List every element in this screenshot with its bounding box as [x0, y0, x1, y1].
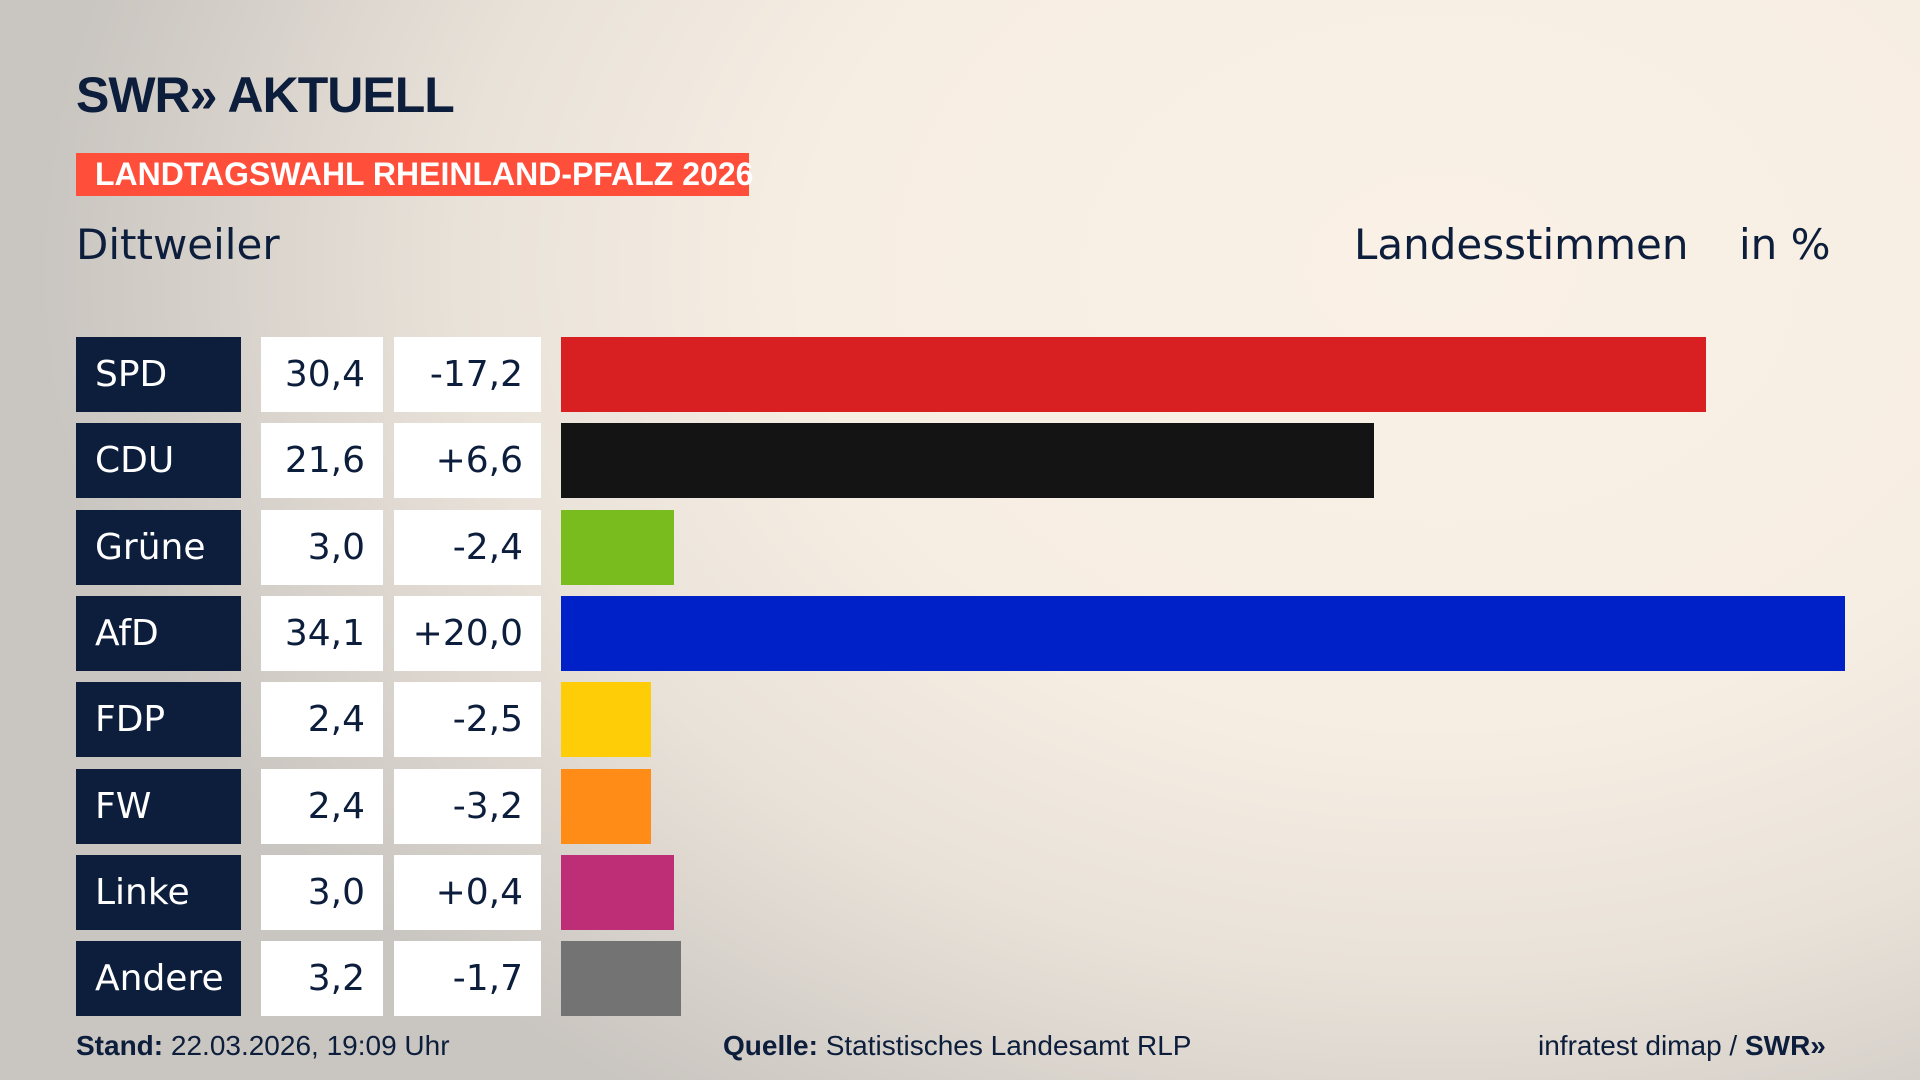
party-row: FW 2,4 -3,2 [0, 768, 1920, 844]
bar-afd [561, 595, 1845, 671]
party-label: FW [76, 768, 241, 844]
party-row: Andere 3,2 -1,7 [0, 941, 1920, 1017]
swr-aktuell-logo: SWR» AKTUELL [76, 67, 455, 123]
measure-label: Landesstimmen [1354, 220, 1689, 269]
source-value: Statistisches Landesamt RLP [825, 1030, 1192, 1061]
swr-logo: SWR» [1744, 1030, 1826, 1061]
election-tag: LANDTAGSWAHL RHEINLAND-PFALZ 2026 [76, 153, 753, 196]
timestamp: Stand: 22.03.2026, 19:09 Uhr [76, 1030, 450, 1062]
party-label: SPD [76, 337, 241, 412]
change-label: +20,0 [394, 595, 541, 671]
party-label: AfD [76, 595, 241, 671]
change-label: +0,4 [394, 854, 541, 930]
party-label: CDU [76, 423, 241, 499]
bar-andere [561, 941, 682, 1017]
stand-value: 22.03.2026, 19:09 Uhr [170, 1030, 450, 1061]
stand-label: Stand: [76, 1030, 164, 1061]
party-row: FDP 2,4 -2,5 [0, 682, 1920, 758]
vote-share-label: 21,6 [261, 423, 383, 499]
source-label: Quelle: [723, 1030, 818, 1061]
change-label: -2,5 [394, 682, 541, 758]
vote-share-label: 3,2 [261, 941, 383, 1017]
change-label: -2,4 [394, 509, 541, 585]
bar-gruene [561, 509, 674, 585]
bar-linke [561, 854, 674, 930]
party-label: Grüne [76, 509, 241, 585]
party-label: FDP [76, 682, 241, 758]
vote-share-label: 34,1 [261, 595, 383, 671]
change-label: -1,7 [394, 941, 541, 1017]
place-title: Dittweiler [76, 220, 280, 269]
party-row: CDU 21,6 +6,6 [0, 423, 1920, 499]
party-row: Linke 3,0 +0,4 [0, 854, 1920, 930]
bar-spd [561, 337, 1706, 412]
party-row: AfD 34,1 +20,0 [0, 595, 1920, 671]
party-row: SPD 30,4 -17,2 [0, 337, 1920, 412]
vote-share-label: 3,0 [261, 854, 383, 930]
bar-fw [561, 768, 652, 844]
party-row: Grüne 3,0 -2,4 [0, 509, 1920, 585]
credit: infratest dimap / SWR» [1538, 1030, 1826, 1062]
vote-share-label: 2,4 [261, 768, 383, 844]
vote-share-label: 30,4 [261, 337, 383, 412]
change-label: +6,6 [394, 423, 541, 499]
credit-text: infratest dimap / [1538, 1030, 1738, 1061]
change-label: -3,2 [394, 768, 541, 844]
source: Quelle: Statistisches Landesamt RLP [723, 1030, 1191, 1062]
vote-share-label: 2,4 [261, 682, 383, 758]
party-label: Andere [76, 941, 241, 1017]
bar-fdp [561, 682, 652, 758]
change-label: -17,2 [394, 337, 541, 412]
unit-label: in % [1739, 220, 1831, 269]
bar-cdu [561, 423, 1375, 499]
party-label: Linke [76, 854, 241, 930]
vote-share-label: 3,0 [261, 509, 383, 585]
